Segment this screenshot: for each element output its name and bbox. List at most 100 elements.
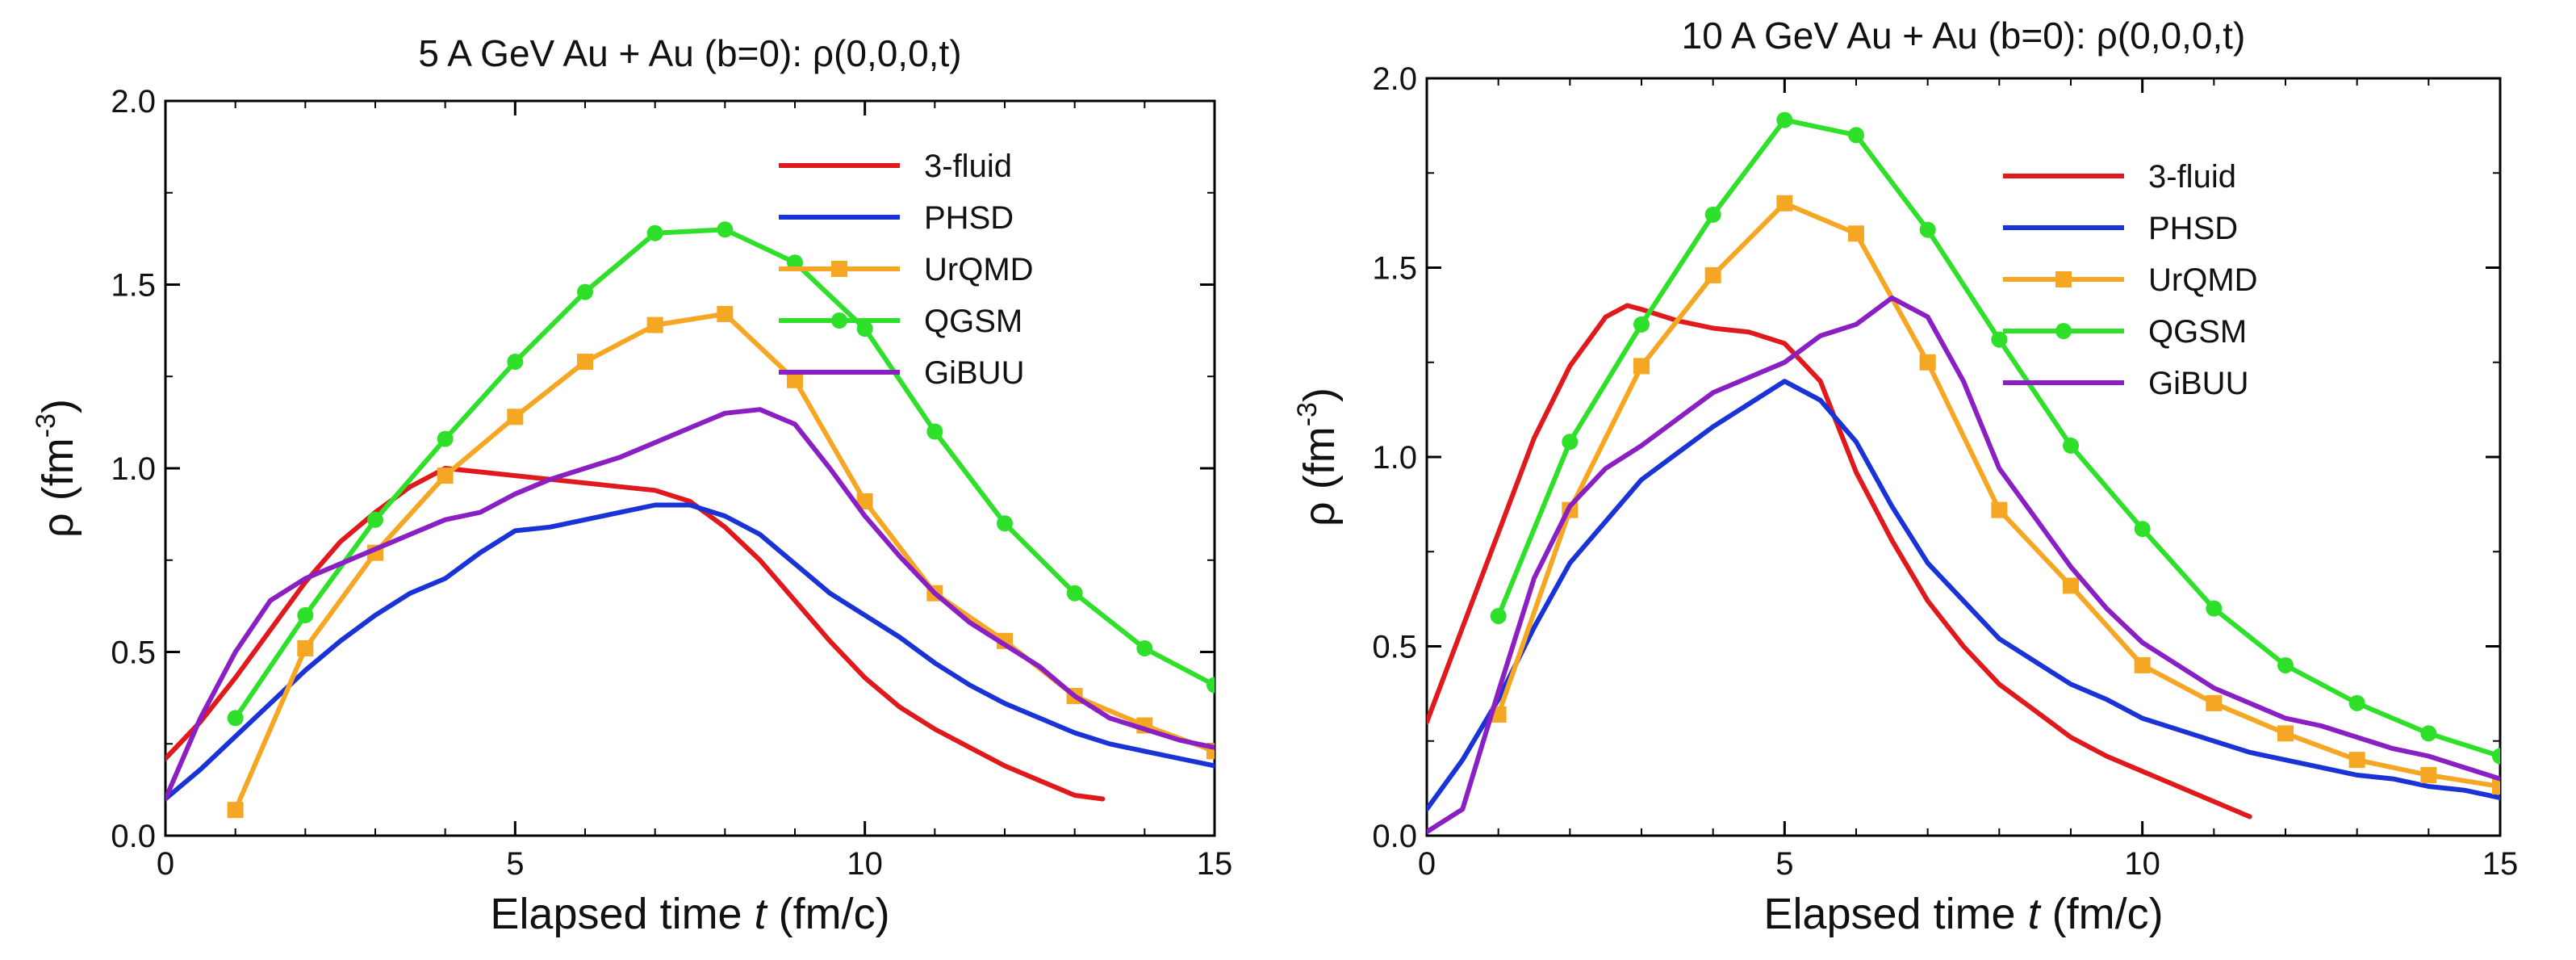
data-point-urqmd xyxy=(2063,577,2079,594)
data-point-qgsm xyxy=(646,224,663,241)
x-axis-label-var: t xyxy=(755,890,768,938)
chart-title: 5 A GeV Au + Au (b=0): ρ(0,0,0,t) xyxy=(418,32,961,74)
data-point-qgsm xyxy=(2063,437,2079,454)
series-group xyxy=(1427,111,2500,835)
legend: 3-fluid PHSD UrQMD QGSM GiBUU xyxy=(779,149,1034,391)
data-point-urqmd xyxy=(1704,266,1721,283)
series-group xyxy=(165,221,1215,819)
x-axis-label-unit: (fm/c) xyxy=(767,890,890,938)
x-tick-label: 5 xyxy=(1775,846,1793,882)
y-tick-label: 1.0 xyxy=(1372,440,1417,476)
x-axis-label-main: Elapsed time xyxy=(1763,890,2027,938)
data-point-urqmd xyxy=(1776,195,1793,212)
legend-marker-urqmd xyxy=(831,261,847,277)
y-tick-label: 1.5 xyxy=(111,268,156,304)
data-point-qgsm xyxy=(2420,725,2437,742)
legend-label-urqmd: UrQMD xyxy=(924,252,1034,287)
data-point-qgsm xyxy=(1848,127,1864,144)
legend-label-gibuu: GiBUU xyxy=(924,355,1024,391)
legend-marker-qgsm xyxy=(831,312,847,329)
y-tick-label: 0.0 xyxy=(111,819,156,854)
data-point-urqmd xyxy=(717,305,734,322)
data-point-urqmd xyxy=(1206,743,1215,760)
series-line-3-fluid xyxy=(165,466,1106,802)
data-point-urqmd xyxy=(1633,358,1650,375)
x-axis-label-unit: (fm/c) xyxy=(2040,890,2164,938)
chart-right: 10 A GeV Au + Au (b=0): ρ(0,0,0,t) 0 5 10 15… xyxy=(1292,15,2518,938)
data-point-qgsm xyxy=(2277,656,2294,673)
legend-label-phsd: PHSD xyxy=(2148,211,2238,246)
legend-label-qgsm: QGSM xyxy=(924,304,1022,339)
series-line-3-fluid xyxy=(1427,303,2252,820)
y-tick-label: 0.5 xyxy=(1372,630,1417,665)
data-point-qgsm xyxy=(1991,331,2008,348)
y-tick-label: 1.5 xyxy=(1372,251,1417,287)
y-axis-label-exp: -3 xyxy=(31,413,61,438)
series-line-qgsm xyxy=(232,227,1215,721)
x-axis-label-main: Elapsed time xyxy=(490,890,754,938)
x-axis-label: Elapsed time t (fm/c) xyxy=(490,890,889,938)
data-point-urqmd xyxy=(437,467,454,484)
data-point-urqmd xyxy=(577,354,593,371)
series-line-urqmd xyxy=(232,311,1215,813)
y-tick-label: 2.0 xyxy=(111,84,156,119)
data-point-qgsm xyxy=(297,607,314,623)
y-tick-label: 0.0 xyxy=(1372,819,1417,854)
legend-marker-urqmd xyxy=(2055,271,2072,287)
data-point-urqmd xyxy=(507,409,524,426)
data-point-qgsm xyxy=(997,515,1013,532)
data-point-urqmd xyxy=(227,802,244,819)
data-point-qgsm xyxy=(437,430,454,447)
data-point-urqmd xyxy=(297,639,314,656)
data-point-urqmd xyxy=(646,317,663,333)
legend-label-gibuu: GiBUU xyxy=(2148,366,2248,401)
legend-label-3-fluid: 3-fluid xyxy=(2148,159,2236,195)
data-point-qgsm xyxy=(1066,585,1083,602)
data-point-urqmd xyxy=(1919,354,1936,371)
legend-marker-qgsm xyxy=(2055,323,2072,339)
data-point-qgsm xyxy=(577,283,593,300)
y-tick-label: 1.0 xyxy=(111,451,156,487)
x-tick-label: 0 xyxy=(157,846,174,882)
data-point-qgsm xyxy=(2134,521,2151,538)
x-tick-label: 15 xyxy=(1197,846,1233,882)
data-point-urqmd xyxy=(856,493,873,509)
y-axis-label: ρ (fm-3) xyxy=(31,399,82,538)
legend-label-3-fluid: 3-fluid xyxy=(924,149,1012,184)
data-point-qgsm xyxy=(507,354,524,371)
series-line-phsd xyxy=(1427,379,2500,812)
x-tick-label: 5 xyxy=(506,846,524,882)
series-line-gibuu xyxy=(165,407,1215,802)
y-axis-label-close: ) xyxy=(34,399,82,413)
data-point-urqmd xyxy=(2277,725,2294,742)
data-point-urqmd xyxy=(1991,501,2008,518)
y-axis-label: ρ (fm-3) xyxy=(1292,388,1344,526)
data-point-qgsm xyxy=(367,511,383,528)
data-point-urqmd xyxy=(1848,225,1864,242)
data-point-qgsm xyxy=(227,710,244,727)
data-point-qgsm xyxy=(1136,639,1153,656)
x-axis-label-var: t xyxy=(2028,890,2042,938)
y-axis-label-close: ) xyxy=(1295,388,1344,402)
data-point-qgsm xyxy=(2348,694,2365,711)
data-point-qgsm xyxy=(1562,434,1579,451)
plot-frame xyxy=(1425,77,2502,837)
legend-label-urqmd: UrQMD xyxy=(2148,262,2258,298)
y-tick-label: 2.0 xyxy=(1372,61,1417,97)
data-point-qgsm xyxy=(856,321,873,337)
data-point-urqmd xyxy=(2492,778,2500,795)
chart-title: 10 A GeV Au + Au (b=0): ρ(0,0,0,t) xyxy=(1682,15,2246,57)
x-tick-label: 15 xyxy=(2482,846,2519,882)
legend: 3-fluid PHSD UrQMD QGSM GiBUU xyxy=(2003,159,2258,401)
data-point-urqmd xyxy=(2420,766,2437,783)
data-point-urqmd xyxy=(787,371,803,388)
chart-left: 5 A GeV Au + Au (b=0): ρ(0,0,0,t) 0 5 10 15 0… xyxy=(31,32,1232,938)
y-tick-label: 0.5 xyxy=(111,635,156,671)
legend-label-qgsm: QGSM xyxy=(2148,314,2247,350)
data-point-qgsm xyxy=(1919,221,1936,238)
y-axis-label-main: ρ (fm xyxy=(34,438,82,538)
y-axis-label-exp: -3 xyxy=(1292,402,1323,426)
series-line-gibuu xyxy=(1427,296,2500,835)
data-point-urqmd xyxy=(2134,656,2151,673)
